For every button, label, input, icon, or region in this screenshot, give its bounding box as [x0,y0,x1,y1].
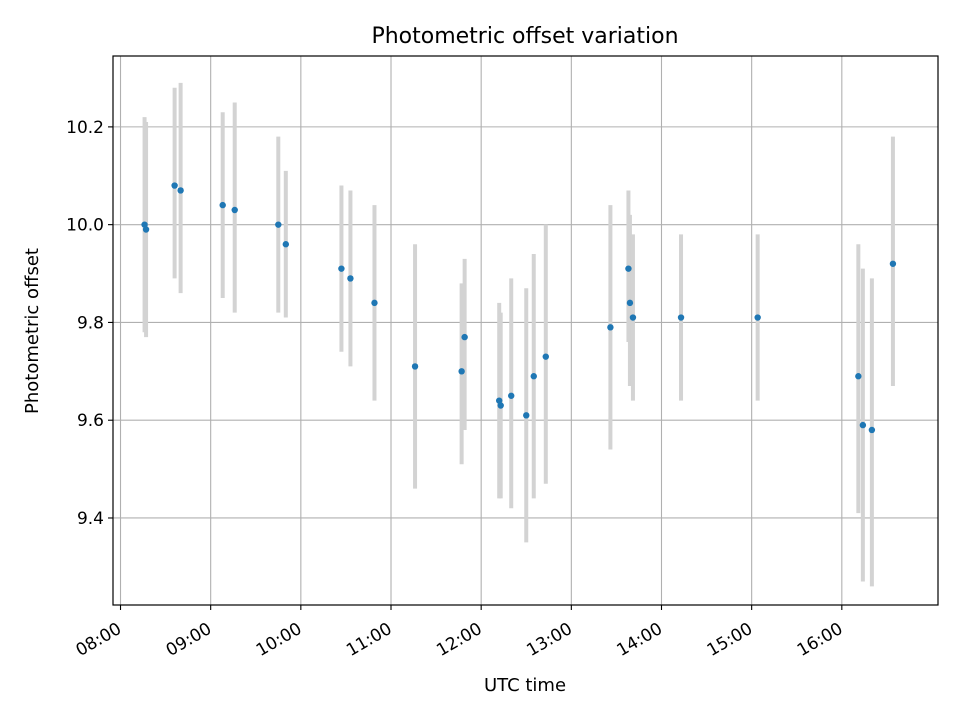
y-tick-label: 10.2 [66,118,104,138]
data-point [282,241,290,248]
y-axis-label: Photometric offset [22,248,43,414]
data-point [231,206,238,214]
data-point [219,201,226,209]
y-axis-ticks: 9.4 9.6 9.8 10.0 10.2 [66,118,113,529]
data-point [508,392,515,399]
data-point [542,353,549,360]
data-point [859,421,867,429]
data-point [677,314,685,321]
grid-layer [113,56,938,605]
chart-title: Photometric offset variation [371,24,678,49]
data-point [371,299,378,307]
data-point [625,265,632,272]
data-point [141,221,148,228]
data-point [523,412,530,419]
y-tick-label: 9.8 [77,313,104,333]
y-tick-label: 9.4 [77,509,104,529]
data-point [868,426,876,434]
data-point [177,187,184,194]
data-point [626,299,634,307]
data-point [338,265,345,272]
data-point-layer [141,182,897,434]
y-tick-label: 10.0 [66,216,104,236]
data-point [461,333,468,341]
data-point [889,260,897,267]
data-point [754,314,761,321]
data-point [142,226,150,233]
data-point [629,314,637,321]
data-point [530,373,537,380]
data-point [497,402,504,409]
data-point [411,363,419,370]
data-point [496,397,503,404]
data-point [347,275,354,282]
y-tick-label: 9.6 [77,411,104,431]
data-point [607,324,614,331]
x-axis-label: UTC time [484,675,566,696]
data-point [458,368,465,375]
data-point [855,373,862,380]
data-point [275,221,282,228]
plot-frame [112,55,939,606]
data-point [171,182,178,189]
